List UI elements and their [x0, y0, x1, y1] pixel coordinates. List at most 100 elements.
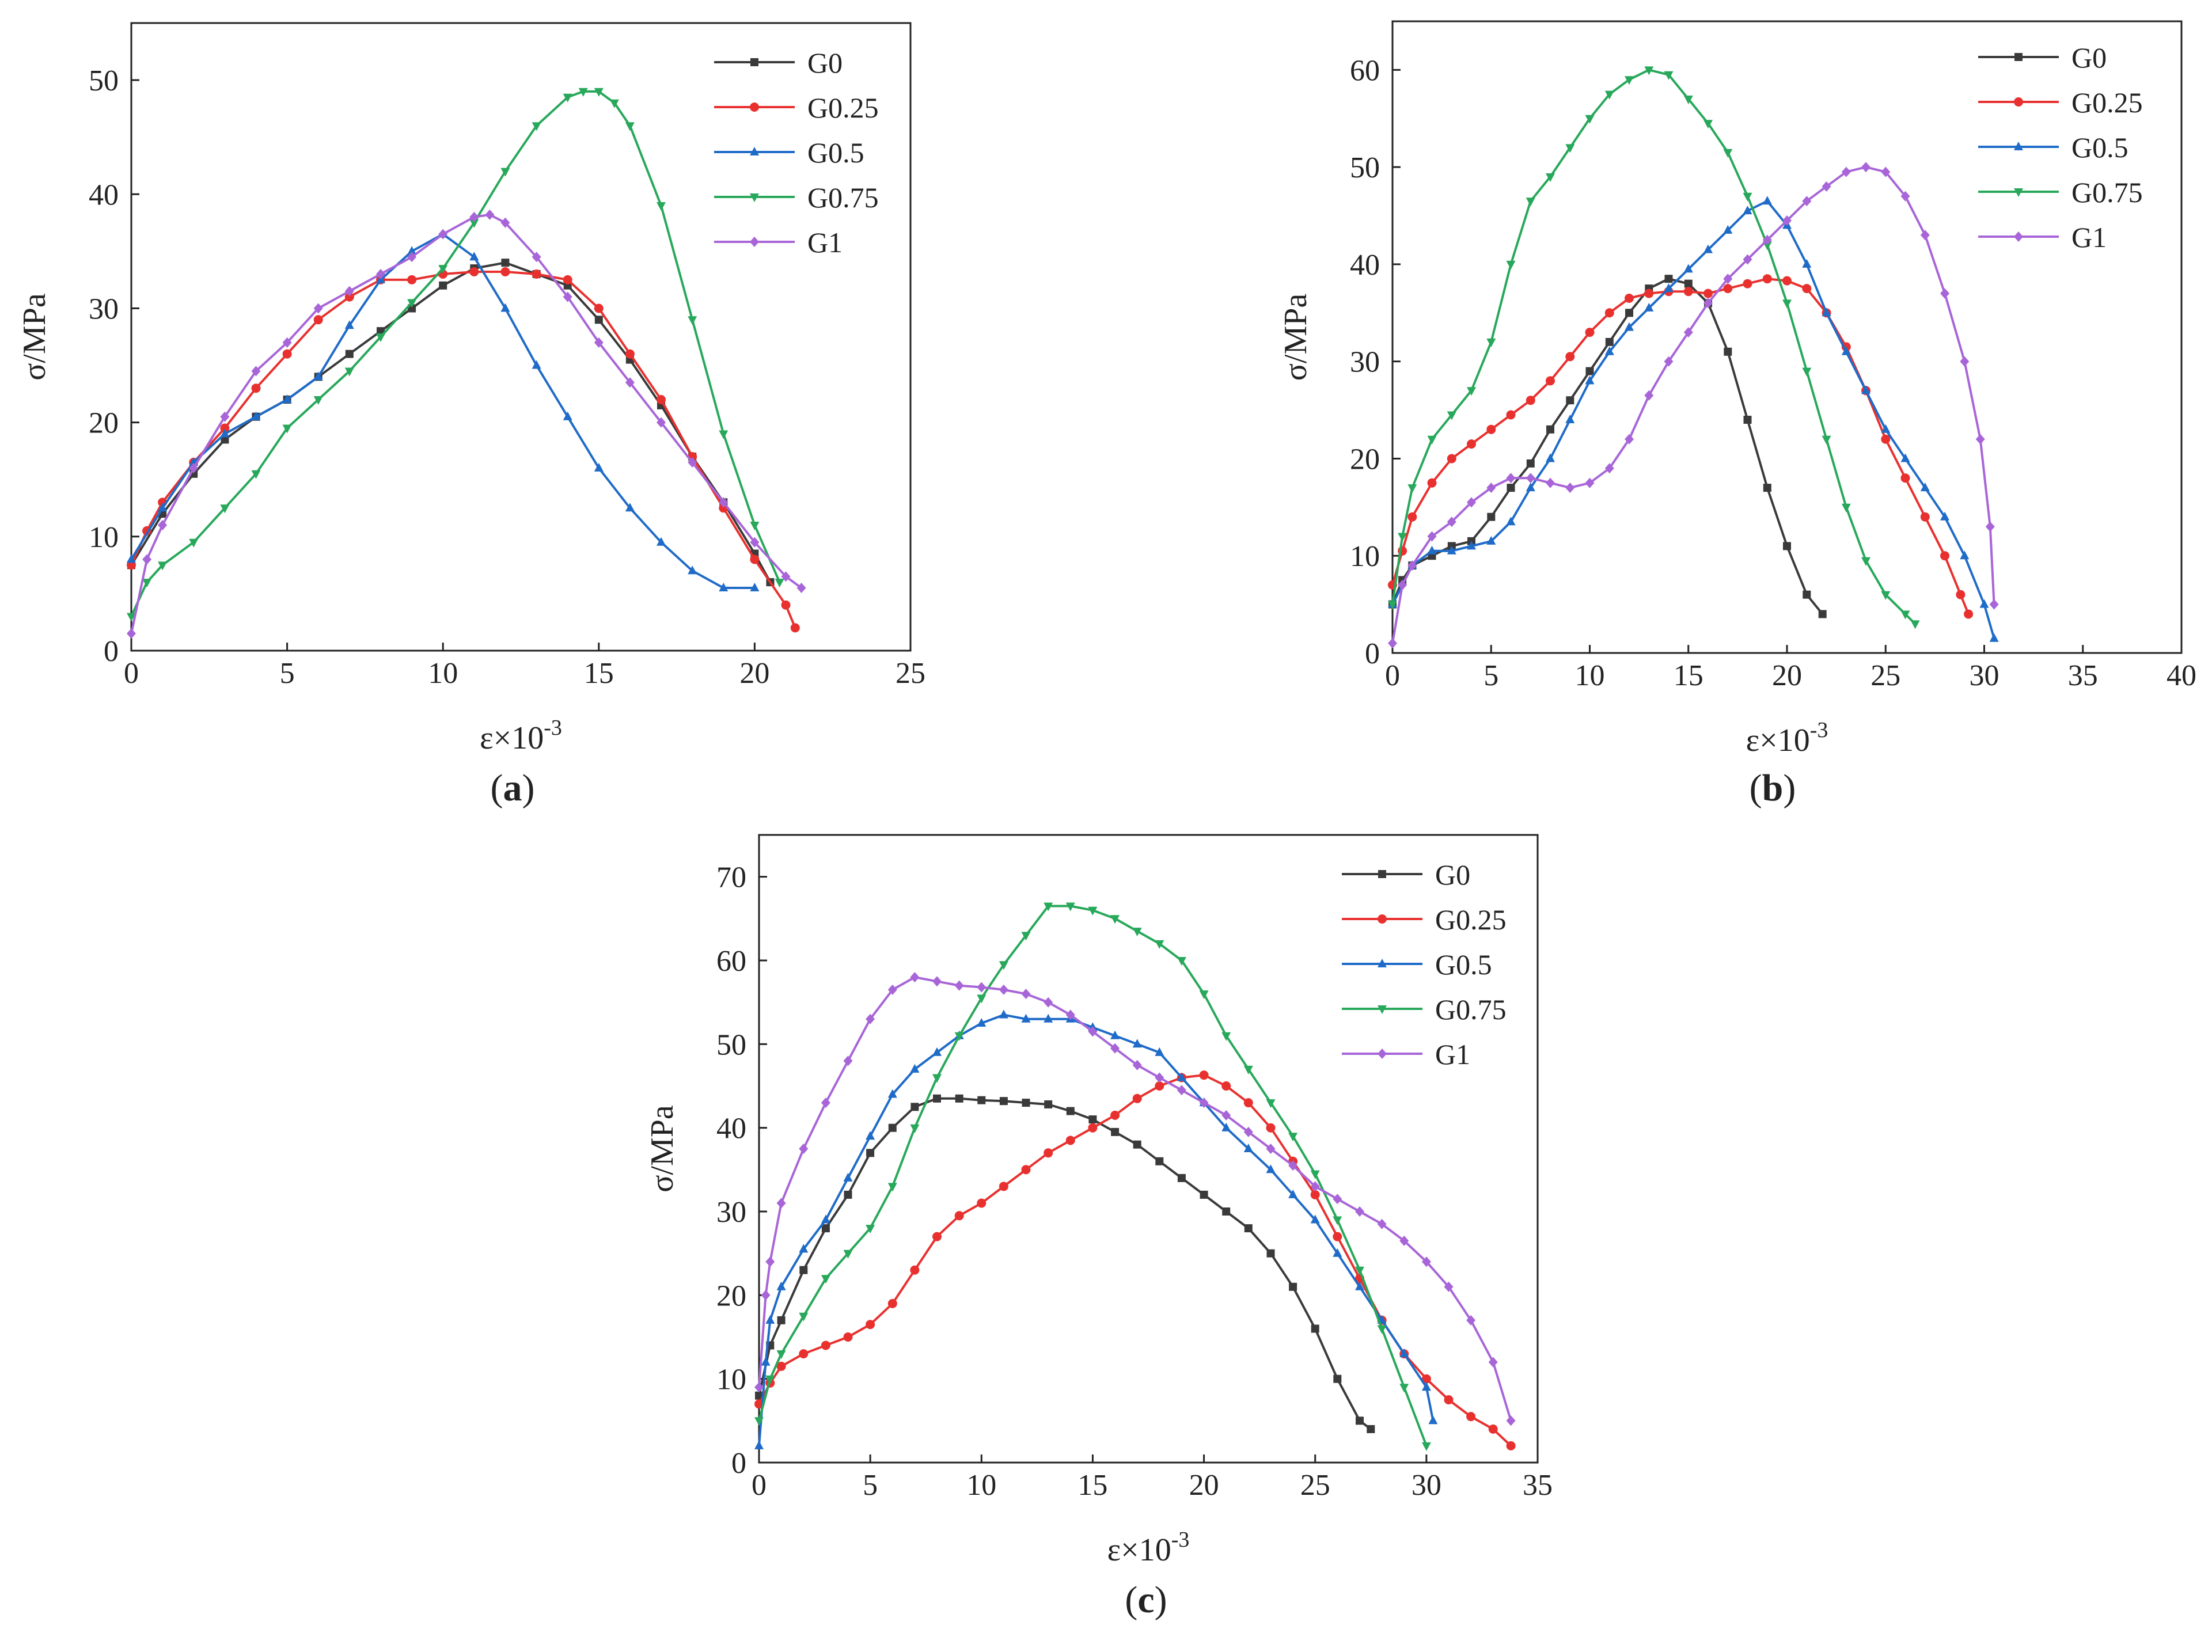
data-point	[1487, 512, 1496, 521]
legend-item: G0.75	[1342, 993, 1507, 1026]
data-point	[1910, 620, 1920, 629]
legend-label: G1	[2071, 221, 2107, 253]
data-point	[657, 395, 666, 404]
data-point	[1266, 1123, 1276, 1133]
data-point	[1964, 609, 1974, 619]
data-point	[776, 1198, 786, 1209]
data-point	[1526, 459, 1535, 468]
legend-label: G0.25	[807, 92, 879, 124]
series-line	[1391, 166, 1995, 644]
plot-frame	[1391, 20, 2183, 654]
y-tick-label: 20	[1350, 443, 1380, 476]
data-point	[750, 555, 760, 564]
data-point	[1388, 638, 1397, 649]
data-point	[1975, 434, 1985, 445]
data-point	[1177, 1085, 1186, 1096]
data-point	[1546, 376, 1555, 386]
data-point	[1044, 1148, 1053, 1158]
data-point	[1155, 940, 1164, 949]
data-point	[1625, 309, 1633, 317]
data-point	[1565, 352, 1575, 362]
data-point	[1605, 337, 1614, 346]
data-point	[843, 1332, 853, 1342]
data-point	[977, 1096, 986, 1104]
data-point	[1644, 288, 1654, 298]
legend-label: G1	[1435, 1038, 1470, 1070]
legend-label: G0	[2071, 41, 2107, 74]
y-tick-label: 60	[1350, 54, 1380, 87]
data-point	[313, 315, 323, 325]
y-tick-label: 50	[1350, 151, 1380, 184]
series-line	[130, 90, 781, 617]
legend-marker	[2014, 53, 2023, 61]
x-tick-label: 30	[1970, 659, 1999, 692]
panel-label-letter: b	[1762, 767, 1784, 809]
data-point	[999, 984, 1008, 995]
data-point	[790, 623, 800, 633]
data-point	[1222, 1207, 1231, 1216]
series-G0.75	[127, 88, 784, 622]
x-tick-label: 30	[1412, 1469, 1441, 1502]
x-tick-label: 15	[1077, 1469, 1107, 1502]
legend-marker	[750, 237, 759, 247]
legend-marker	[750, 102, 759, 112]
data-point	[866, 1149, 875, 1157]
data-point	[775, 579, 784, 588]
data-point	[1311, 1324, 1319, 1333]
legend-item: G0	[1978, 41, 2107, 74]
data-point	[1407, 484, 1417, 493]
data-point	[1625, 294, 1634, 303]
series-line	[758, 1097, 1372, 1430]
data-point	[977, 1198, 987, 1208]
series-line	[758, 905, 1428, 1446]
x-tick-label: 20	[739, 657, 769, 690]
legend-item: G0	[1342, 859, 1470, 891]
data-point	[1526, 396, 1535, 405]
data-point	[1466, 1412, 1476, 1422]
data-point	[866, 1320, 875, 1330]
legend-item: G0.5	[1342, 948, 1492, 981]
y-tick-label: 10	[716, 1364, 746, 1396]
data-point	[1664, 275, 1673, 283]
data-point	[1444, 1395, 1454, 1404]
series-G0	[755, 1094, 1375, 1433]
legend-marker	[1378, 1049, 1387, 1059]
data-point	[1506, 260, 1516, 269]
y-axis-label: σ/MPa	[644, 1105, 680, 1193]
y-tick-label: 50	[89, 64, 119, 97]
data-point	[1506, 410, 1516, 420]
legend-item: G0.75	[1978, 176, 2143, 208]
x-tick-label: 25	[896, 657, 925, 690]
data-point	[688, 316, 697, 325]
data-point	[1783, 542, 1791, 550]
legend-item: G0.5	[1978, 131, 2128, 164]
legend-item: G0.5	[714, 136, 864, 169]
data-point	[1133, 1140, 1141, 1149]
data-point	[887, 1298, 897, 1308]
panel-label-open-paren: (	[1125, 1579, 1137, 1621]
series-line	[1391, 200, 1995, 639]
data-point	[1428, 1415, 1438, 1425]
data-point	[1506, 1415, 1516, 1426]
data-point	[1333, 1216, 1342, 1225]
data-point	[1421, 1442, 1431, 1451]
data-point	[1989, 599, 1999, 610]
y-tick-label: 40	[716, 1112, 746, 1145]
panel-label: (a)	[491, 767, 535, 809]
data-point	[1546, 477, 1555, 488]
data-point	[754, 1440, 764, 1449]
legend-item: G0.25	[1342, 903, 1507, 936]
data-point	[1724, 347, 1732, 356]
data-point	[407, 275, 417, 284]
data-point	[1763, 484, 1771, 492]
data-point	[1507, 484, 1515, 492]
x-tick-label: 5	[863, 1469, 878, 1502]
panel-label: (c)	[1125, 1579, 1167, 1621]
y-tick-label: 30	[716, 1196, 746, 1229]
data-point	[1021, 1165, 1031, 1175]
data-point	[1940, 551, 1949, 561]
legend-label: G0.75	[1435, 993, 1507, 1026]
x-tick-label: 0	[124, 657, 139, 690]
chart-panel-b: 0 5 10 15 20 25 30 35 40 0 10 20 30 40 50 60 ε×10-3 σ/MPa…	[1278, 20, 2196, 809]
data-point	[1723, 284, 1733, 294]
